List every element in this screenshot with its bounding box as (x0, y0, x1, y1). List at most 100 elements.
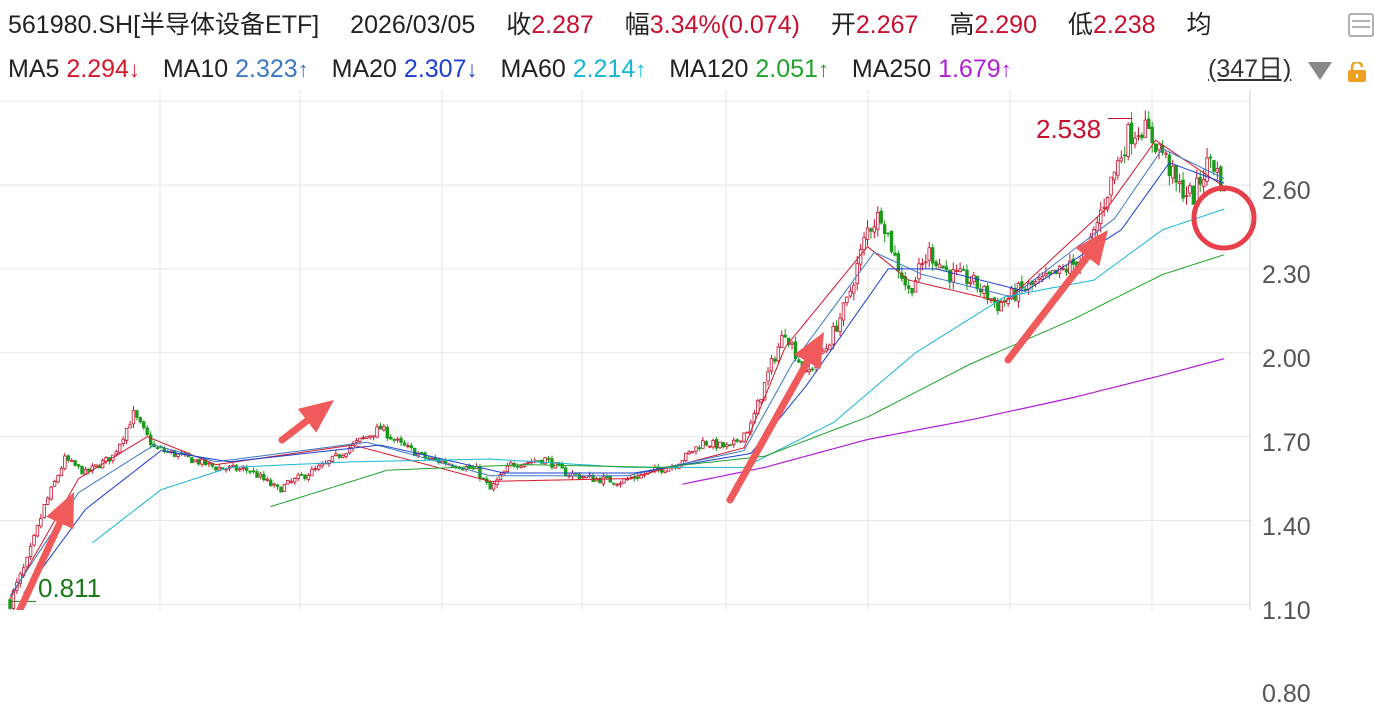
candle-up (1177, 180, 1182, 184)
candle-down (1191, 185, 1196, 205)
close-label: 收 (506, 11, 532, 39)
trend-arrow-icon (297, 400, 334, 433)
candle-down (889, 230, 894, 253)
candle-up (430, 457, 434, 460)
candle-up (128, 424, 132, 429)
candle-down (1140, 134, 1144, 139)
candle-up (39, 518, 43, 527)
candle-down (190, 457, 194, 464)
candle-down (471, 467, 475, 470)
candle-down (975, 275, 979, 290)
trend-arrow-shaft (278, 417, 311, 444)
candle-up (852, 284, 856, 294)
ma20-down-arrow-icon: ↓ (466, 57, 478, 82)
candle-up (35, 524, 40, 537)
candle-up (920, 263, 925, 266)
candle-up (1184, 195, 1189, 197)
lock-icon[interactable] (1346, 62, 1368, 82)
candle-down (793, 341, 798, 360)
candle-up (341, 454, 345, 459)
candle-up (615, 483, 619, 486)
settings-panel-icon[interactable] (1348, 12, 1374, 38)
candle-down (903, 276, 907, 286)
candle-up (124, 427, 129, 441)
candle-down (1167, 154, 1172, 177)
candle-up (491, 483, 496, 490)
candle-down (879, 210, 883, 224)
candle-down (797, 359, 801, 363)
candle-down (437, 458, 441, 463)
candle-down (773, 358, 777, 362)
candle-up (732, 439, 736, 445)
kline-plot[interactable] (0, 90, 1374, 618)
candle-up (368, 435, 372, 438)
open-value: 2.267 (855, 11, 919, 39)
candle-up (924, 261, 928, 264)
candle-up (310, 468, 314, 477)
candle-down (214, 466, 218, 471)
candle-down (605, 476, 609, 478)
candle-down (66, 455, 71, 461)
candle-up (663, 470, 667, 473)
candle-up (327, 460, 331, 465)
kline-chart[interactable]: 2.60 2.30 2.00 1.70 1.40 1.10 0.80 (0, 90, 1374, 708)
candle-up (1061, 268, 1065, 270)
ma10-label: MA10 (162, 55, 229, 83)
candle-up (272, 483, 276, 486)
ma120-label: MA120 (669, 55, 749, 83)
candle-up (954, 270, 959, 272)
candle-down (869, 228, 873, 232)
candle-down (886, 232, 890, 235)
high-price-annotation: 2.538 (1036, 114, 1102, 144)
candle-up (176, 453, 180, 458)
candle-up (241, 467, 245, 470)
candle-down (402, 442, 407, 446)
candle-up (238, 468, 242, 471)
candle-down (893, 252, 897, 256)
candle-up (1143, 119, 1148, 138)
candle-up (347, 447, 352, 454)
candle-up (776, 346, 781, 362)
candle-up (334, 453, 338, 456)
candle-up (968, 281, 973, 284)
candle-down (714, 439, 719, 449)
candle-down (948, 269, 952, 283)
candle-down (934, 261, 938, 267)
ma10-value: 2.323 (235, 55, 298, 83)
candle-up (42, 503, 46, 518)
candle-down (1208, 156, 1213, 159)
open-label: 开 (830, 11, 856, 39)
candle-down (910, 287, 914, 294)
candle-up (519, 465, 523, 468)
trend-arrow-icon (46, 492, 74, 530)
candle-up (296, 474, 300, 479)
candle-up (745, 431, 750, 434)
dropdown-triangle-icon[interactable] (1308, 62, 1332, 80)
change-label: 幅 (624, 11, 650, 39)
candle-down (930, 247, 935, 264)
candle-up (684, 452, 688, 462)
candle-down (433, 457, 438, 460)
trend-arrow-icon (1075, 230, 1108, 267)
candle-up (618, 483, 623, 486)
candle-up (265, 478, 269, 481)
low-value: 2.238 (1092, 11, 1156, 39)
candle-down (299, 474, 304, 476)
candle-down (1212, 160, 1216, 172)
candle-up (690, 451, 695, 453)
y-tick-label: 1.70 (1262, 428, 1311, 457)
candle-down (262, 473, 266, 481)
candle-up (1164, 152, 1168, 155)
candle-up (742, 432, 746, 442)
candle-up (371, 435, 376, 438)
candle-up (56, 475, 60, 483)
highlight-circle (1191, 185, 1257, 251)
candle-up (375, 426, 379, 438)
ma10-line (9, 148, 1225, 597)
candle-up (1188, 185, 1192, 194)
candle-up (601, 476, 606, 485)
period-selector[interactable]: (347日) (1208, 55, 1292, 83)
candle-up (917, 263, 921, 280)
ma10-up-arrow-icon: ↑ (297, 57, 309, 82)
ma20-label: MA20 (331, 55, 397, 83)
